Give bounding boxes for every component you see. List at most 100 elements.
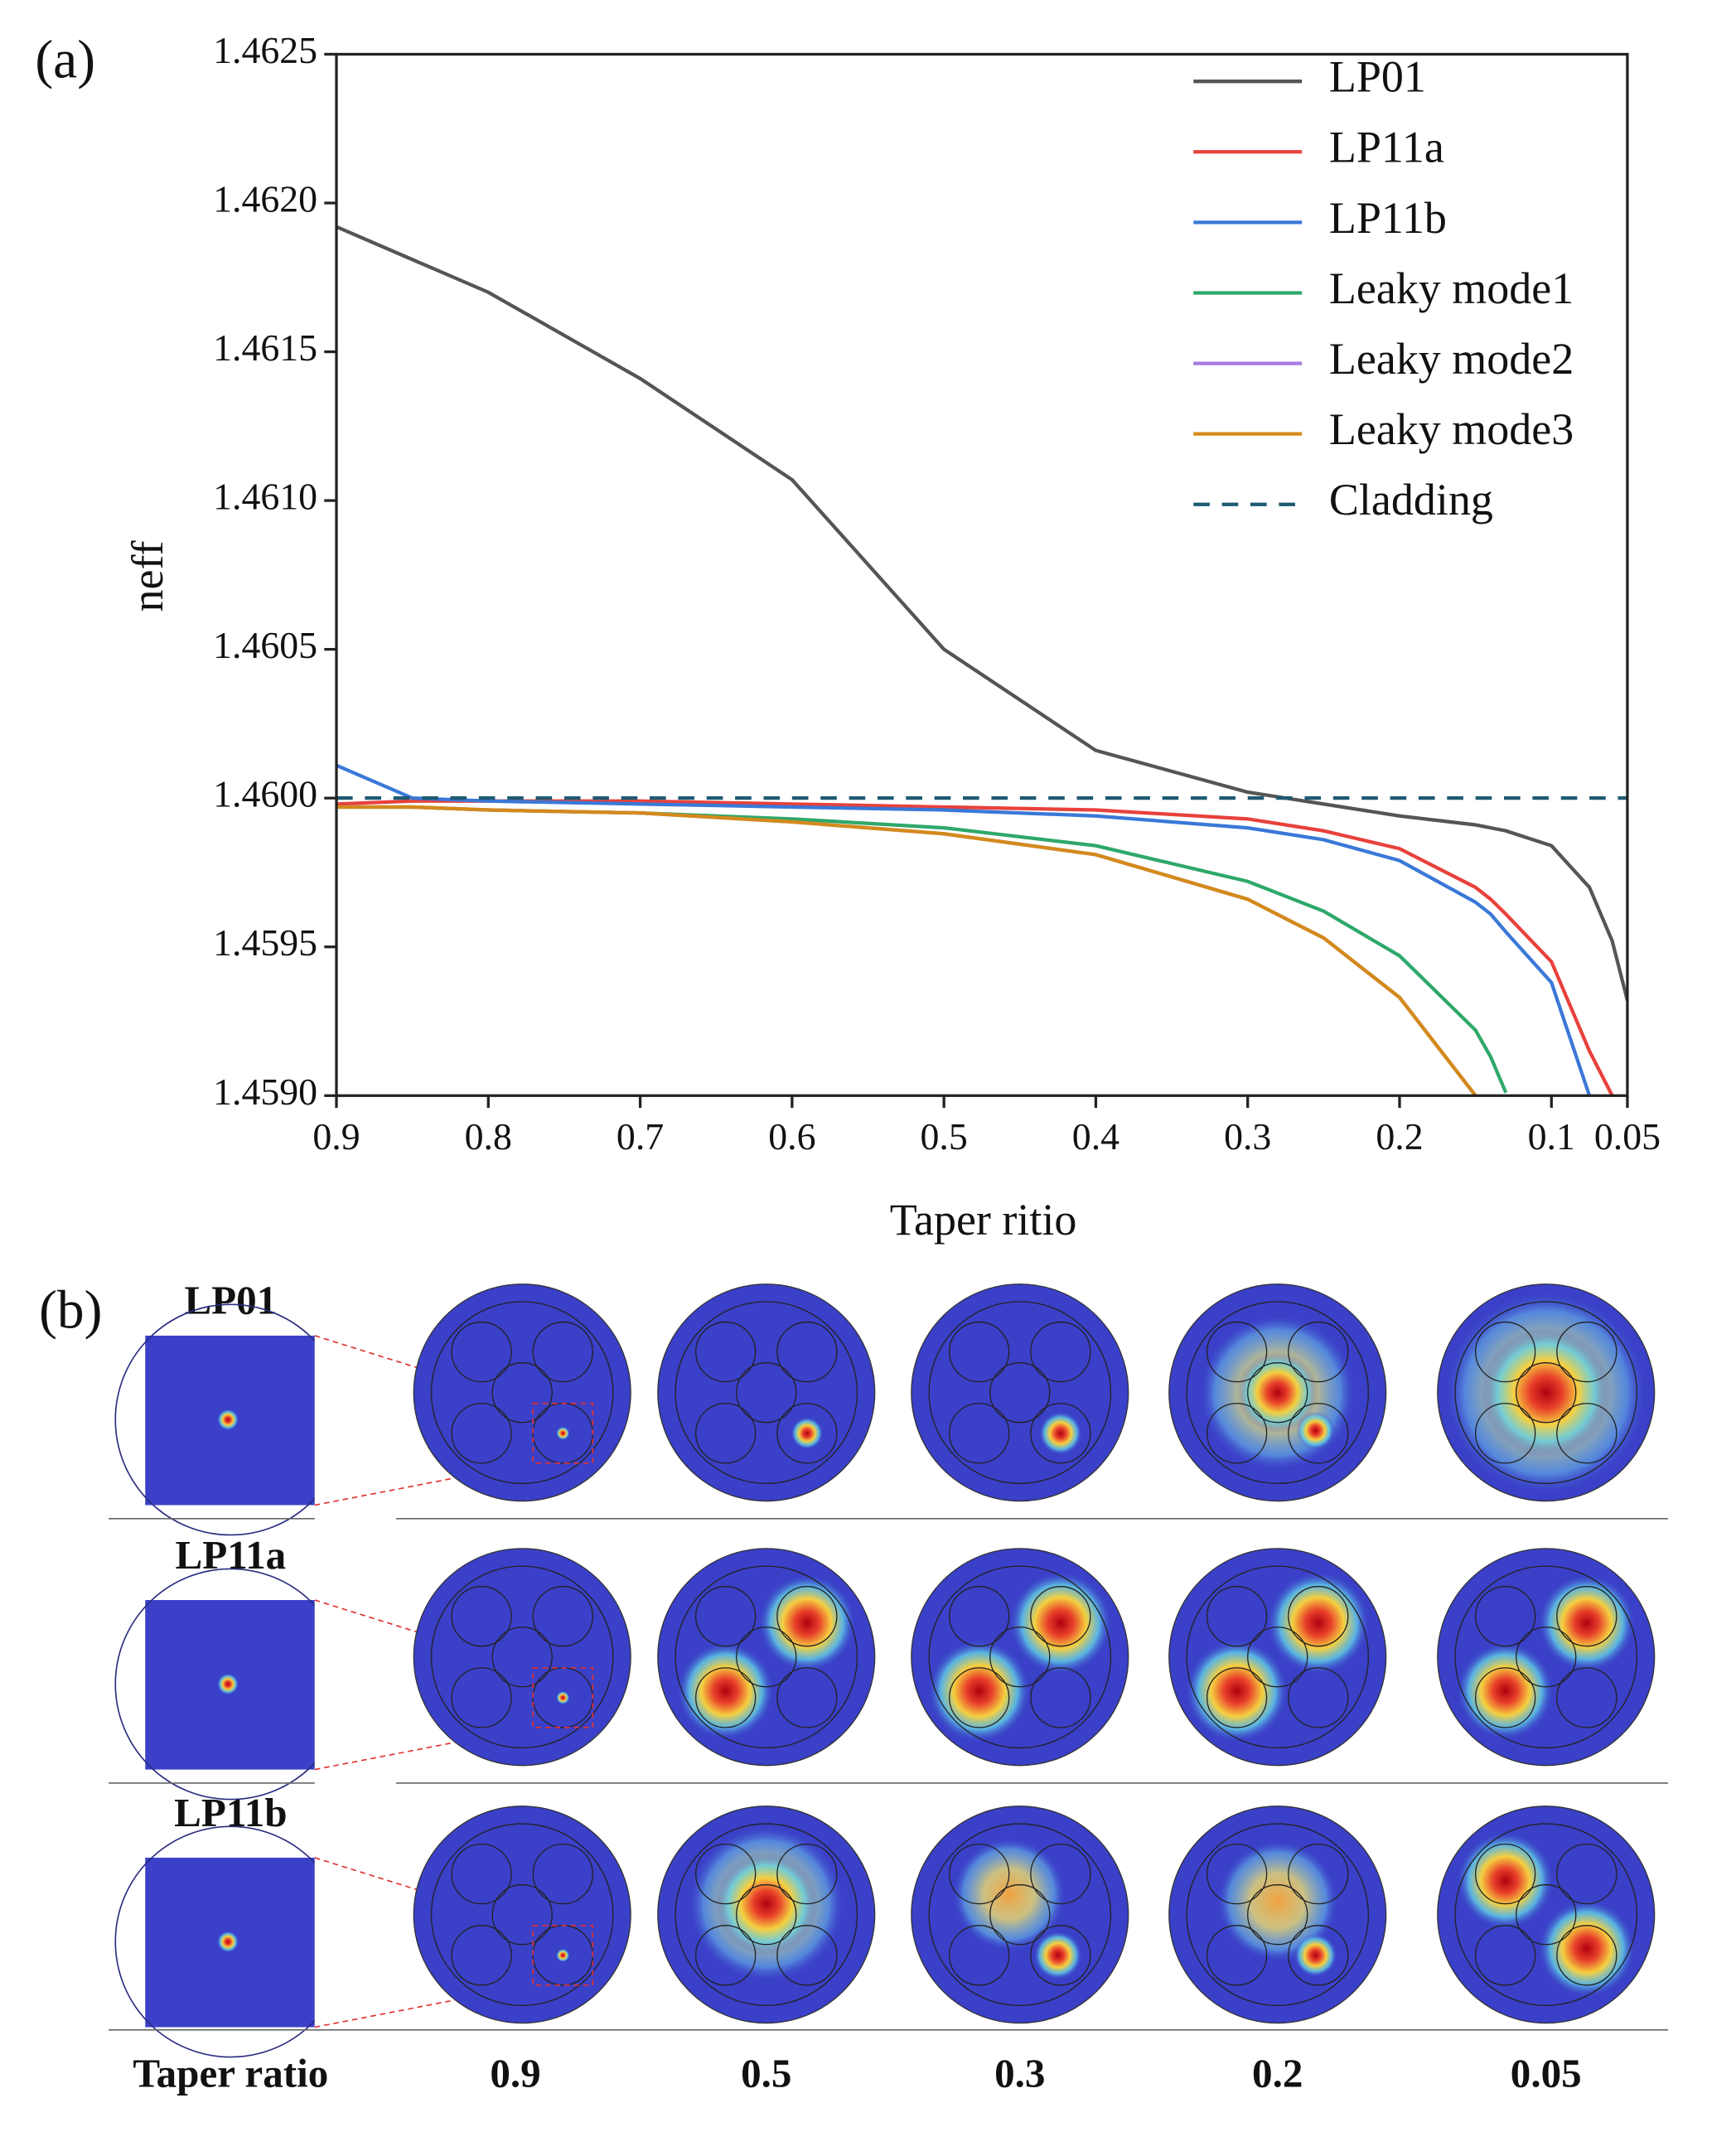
legend-label: Leaky mode3 [1329, 404, 1574, 454]
mode-field [556, 1948, 570, 1962]
core-outline [1206, 1403, 1268, 1464]
core-outline [1030, 1925, 1091, 1986]
core-outline [1288, 1586, 1349, 1647]
series-line [336, 805, 1508, 1094]
fiber-disk [413, 1806, 631, 2024]
x-tick-label: 0.9 [312, 1115, 360, 1158]
y-axis-label: neff [123, 541, 172, 612]
fiber-disk [657, 1548, 876, 1767]
core-outline [695, 1321, 757, 1383]
mode-field [757, 1573, 856, 1672]
footer-label: Taper ratio [133, 2050, 328, 2096]
x-tick-label: 0.6 [768, 1115, 815, 1158]
legend-label: Leaky mode1 [1329, 263, 1574, 313]
mode-field [1266, 1571, 1370, 1675]
y-tick-label: 1.4625 [213, 29, 317, 71]
core-outline [451, 1321, 512, 1383]
core-outline [949, 1586, 1010, 1647]
mode-field [1481, 1327, 1612, 1458]
mode-field [1294, 1933, 1337, 1977]
core-outline [776, 1925, 838, 1986]
core-outline [451, 1667, 512, 1728]
fiber-boundary [1454, 1565, 1638, 1749]
plot-area [336, 225, 1627, 1096]
core-outline [1206, 1321, 1268, 1383]
core-outline [989, 1884, 1051, 1946]
core-outline [736, 1884, 797, 1946]
panel-label: (a) [35, 31, 95, 90]
core-outline [1556, 1667, 1618, 1728]
mode-field [951, 1837, 1066, 1951]
zoom-mask [314, 1514, 397, 1786]
core-outline [1556, 1843, 1618, 1905]
core-outline [532, 1321, 593, 1383]
legend-label: Cladding [1329, 475, 1493, 524]
mode-field [556, 1690, 570, 1705]
core-outline [949, 1403, 1010, 1464]
column-label: 0.9 [490, 2050, 540, 2096]
core-outline [1516, 1627, 1577, 1688]
core-outline [1206, 1586, 1268, 1647]
panel-label: (b) [39, 1280, 102, 1340]
core-outline [1288, 1667, 1349, 1728]
row-label: LP01 [184, 1278, 277, 1323]
mode-field [1236, 1351, 1318, 1433]
mode-field [676, 1641, 775, 1740]
core-outline [1516, 1884, 1577, 1946]
mode-field [791, 1417, 824, 1450]
row-label: LP11b [174, 1790, 287, 1835]
mode-field [1537, 1573, 1636, 1672]
core-outline [776, 1667, 838, 1728]
series-line [336, 799, 1614, 1096]
legend-label: LP01 [1329, 52, 1426, 102]
core-outline [451, 1925, 512, 1986]
core-outline [1030, 1586, 1091, 1647]
core-outline [1556, 1403, 1618, 1464]
fiber-boundary [1454, 1301, 1638, 1484]
fiber-disk [657, 1283, 876, 1502]
mode-field [1185, 1639, 1289, 1743]
mode-field [1537, 1899, 1636, 1998]
core-outline [1030, 1321, 1091, 1383]
fiber-boundary [675, 1823, 858, 2007]
panel-b: (b) Taper ratio LP01 LP11a LP11b 0.9 0.5 0.3 0… [39, 1250, 1669, 2096]
core-outline [1474, 1843, 1536, 1905]
core-outline [1247, 1627, 1308, 1688]
zoom-mask [314, 1250, 397, 1522]
core-outline [949, 1667, 1010, 1728]
fiber-boundary [675, 1565, 858, 1749]
core-outline [451, 1586, 512, 1647]
core-outline [1516, 1362, 1577, 1424]
zoom-spot [216, 1673, 239, 1695]
core-outline [1474, 1321, 1536, 1383]
mode-field [1033, 1931, 1083, 1980]
x-tick-label: 0.05 [1594, 1115, 1661, 1158]
mode-field [1008, 1571, 1113, 1675]
core-outline [1247, 1884, 1308, 1946]
core-outline [1206, 1667, 1268, 1728]
fiber-boundary [1186, 1301, 1370, 1484]
core-outline [1474, 1586, 1536, 1647]
y-tick-label: 1.4615 [213, 326, 317, 369]
core-outline [695, 1667, 757, 1728]
legend-label: LP11a [1329, 123, 1444, 172]
core-outline [695, 1586, 757, 1647]
y-tick-label: 1.4600 [213, 773, 317, 815]
x-axis-label: Taper ritio [890, 1195, 1077, 1245]
core-outline [1247, 1362, 1308, 1424]
x-tick-label: 0.2 [1376, 1115, 1423, 1158]
fiber-boundary [928, 1301, 1112, 1484]
fiber-disk [413, 1283, 631, 1502]
core-outline [1206, 1843, 1268, 1905]
row-label: LP11a [176, 1532, 287, 1578]
fiber-boundary [1186, 1823, 1370, 2007]
core-outline [1556, 1321, 1618, 1383]
core-outline [1474, 1925, 1536, 1986]
x-tick-label: 0.7 [617, 1115, 664, 1158]
x-tick-label: 0.3 [1224, 1115, 1271, 1158]
core-outline [1474, 1403, 1536, 1464]
column-label: 0.2 [1252, 2050, 1303, 2096]
core-outline [776, 1843, 838, 1905]
